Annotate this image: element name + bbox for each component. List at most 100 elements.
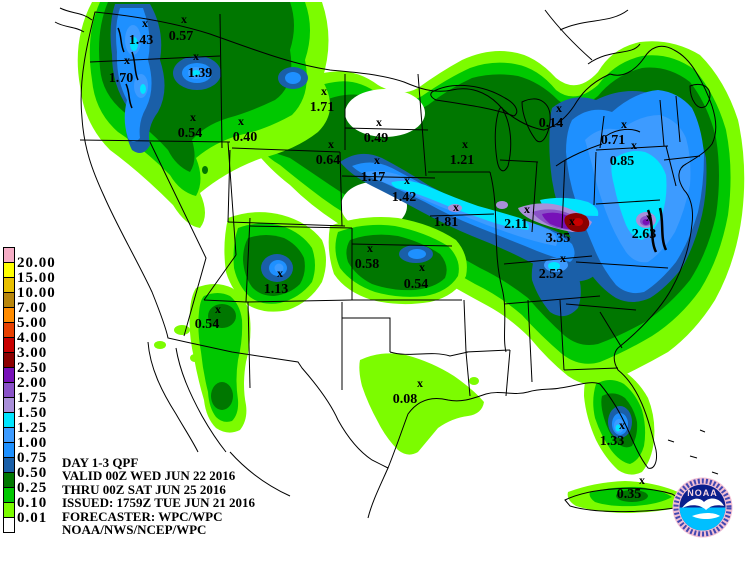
legend-cell	[4, 293, 14, 308]
station-value: 0.35	[617, 487, 642, 502]
station-value: 1.33	[600, 434, 625, 449]
station-value: 1.21	[450, 153, 475, 168]
legend-cell	[4, 428, 14, 443]
station-value: 1.81	[434, 215, 459, 230]
station-value: 3.35	[546, 231, 571, 246]
station-value: 0.85	[610, 154, 635, 169]
station-value: 0.57	[169, 29, 194, 44]
station-value: 0.58	[355, 257, 380, 272]
legend-cell	[4, 338, 14, 353]
station-marker: x	[190, 110, 196, 124]
station-value: 2.52	[539, 267, 564, 282]
station-marker: x	[453, 200, 459, 214]
title-block: DAY 1-3 QPF VALID 00Z WED JUN 22 2016 THRU…	[62, 455, 255, 538]
station-marker: x	[639, 473, 645, 487]
title-line: ISSUED: 1759Z TUE JUN 21 2016	[62, 495, 255, 511]
legend-cell	[4, 413, 14, 428]
station-marker: x	[328, 137, 334, 151]
legend-label: 1.75	[17, 390, 48, 406]
title-line: NOAA/NWS/NCEP/WPC	[62, 522, 207, 538]
legend-cell	[4, 383, 14, 398]
legend-cell	[4, 263, 14, 278]
map-boundaries	[54, 7, 719, 519]
legend-label: 1.50	[17, 405, 48, 421]
station-marker: x	[419, 260, 425, 274]
station-marker: x	[142, 16, 148, 30]
precip-fills	[77, 2, 745, 513]
legend-label: 0.75	[17, 450, 48, 466]
legend-label: 1.25	[17, 420, 48, 436]
terrain-marks	[117, 27, 139, 109]
station-value: 0.08	[393, 392, 418, 407]
station-marker: x	[462, 137, 468, 151]
title-line: THRU 00Z SAT JUN 25 2016	[62, 481, 226, 497]
great-lakes	[430, 85, 641, 172]
station-value: 1.42	[392, 190, 417, 205]
station-value: 1.39	[188, 66, 213, 81]
station-value: 1.43	[129, 33, 154, 48]
station-marker: x	[619, 418, 625, 432]
legend-cell	[4, 248, 14, 263]
legend-label: 5.00	[17, 315, 48, 331]
legend-label: 4.00	[17, 330, 48, 346]
station-marker: x	[277, 266, 283, 280]
legend-cell	[4, 503, 14, 518]
chesapeake-bay	[646, 207, 668, 253]
station-value: 0.14	[539, 116, 564, 131]
legend-label: 1.00	[17, 435, 48, 451]
station-marker: x	[193, 49, 199, 63]
legend-cell	[4, 473, 14, 488]
station-marker: x	[621, 117, 627, 131]
us-outline	[80, 11, 717, 469]
legend-label: 20.00	[17, 255, 56, 271]
station-marker: x	[124, 53, 130, 67]
station-value: 0.40	[233, 130, 258, 145]
station-value: 0.64	[316, 153, 341, 168]
station-marker: x	[181, 12, 187, 26]
legend-label: 3.00	[17, 345, 48, 361]
legend-label: 2.50	[17, 360, 48, 376]
station-marker: x	[631, 138, 637, 152]
legend-label: 7.00	[17, 300, 48, 316]
title-line: DAY 1-3 QPF	[62, 455, 139, 470]
legend-cell	[4, 398, 14, 413]
station-marker: x	[238, 114, 244, 128]
station-marker: x	[376, 115, 382, 129]
noaa-seal-icon	[672, 477, 733, 538]
station-marker: x	[367, 241, 373, 255]
station-value: 1.13	[264, 282, 289, 297]
station-marker: x	[417, 376, 423, 390]
legend-cell	[4, 443, 14, 458]
legend-cell	[4, 368, 14, 383]
station-marker: x	[556, 101, 562, 115]
station-labels: x1.43x0.57x1.70x1.39x0.54x0.40x1.71x0.49…	[109, 12, 657, 502]
station-value: 1.17	[361, 170, 386, 185]
station-value: 1.71	[310, 100, 335, 115]
noaa-logo: NOAA	[672, 477, 733, 538]
station-marker: x	[215, 302, 221, 316]
legend-label: 15.00	[17, 270, 56, 286]
station-value: 0.54	[195, 317, 220, 332]
station-value: 1.70	[109, 71, 134, 86]
legend-cell	[4, 308, 14, 323]
canada-coastline	[54, 7, 711, 108]
legend-cell	[4, 323, 14, 338]
legend-cell	[4, 353, 14, 368]
state-borders	[79, 13, 701, 397]
station-marker: x	[524, 202, 530, 216]
station-marker: x	[560, 251, 566, 265]
legend-label: 10.00	[17, 285, 56, 301]
station-value: 2.63	[632, 227, 657, 242]
legend-label: 0.10	[17, 495, 48, 511]
legend-cell	[4, 458, 14, 473]
legend-label: 0.25	[17, 480, 48, 496]
station-value: 0.71	[601, 133, 626, 148]
station-value: 0.49	[364, 131, 389, 146]
station-marker: x	[646, 210, 652, 224]
legend-label: 0.50	[17, 465, 48, 481]
station-marker: x	[569, 214, 575, 228]
noaa-logo-text: NOAA	[687, 488, 718, 498]
station-value: 2.11	[504, 217, 528, 232]
